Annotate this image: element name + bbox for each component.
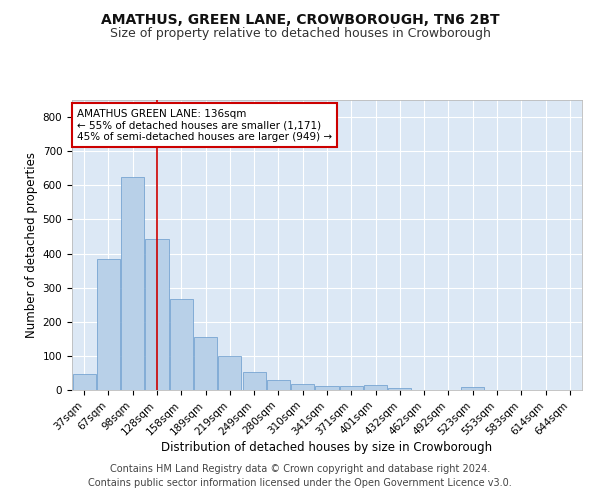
Bar	[291, 384, 314, 390]
Y-axis label: Number of detached properties: Number of detached properties	[25, 152, 38, 338]
X-axis label: Distribution of detached houses by size in Crowborough: Distribution of detached houses by size …	[161, 440, 493, 454]
Bar	[461, 388, 484, 390]
Bar	[388, 388, 412, 390]
Bar	[218, 356, 241, 390]
Bar	[267, 380, 290, 390]
Bar	[242, 372, 266, 390]
Bar	[316, 386, 338, 390]
Text: Contains HM Land Registry data © Crown copyright and database right 2024.
Contai: Contains HM Land Registry data © Crown c…	[88, 464, 512, 487]
Bar	[194, 337, 217, 390]
Text: AMATHUS GREEN LANE: 136sqm
← 55% of detached houses are smaller (1,171)
45% of s: AMATHUS GREEN LANE: 136sqm ← 55% of deta…	[77, 108, 332, 142]
Bar	[97, 258, 120, 390]
Bar	[170, 298, 193, 390]
Bar	[364, 385, 387, 390]
Bar	[340, 386, 363, 390]
Bar	[121, 177, 144, 390]
Bar	[145, 239, 169, 390]
Text: Size of property relative to detached houses in Crowborough: Size of property relative to detached ho…	[110, 28, 490, 40]
Bar	[73, 374, 95, 390]
Text: AMATHUS, GREEN LANE, CROWBOROUGH, TN6 2BT: AMATHUS, GREEN LANE, CROWBOROUGH, TN6 2B…	[101, 12, 499, 26]
